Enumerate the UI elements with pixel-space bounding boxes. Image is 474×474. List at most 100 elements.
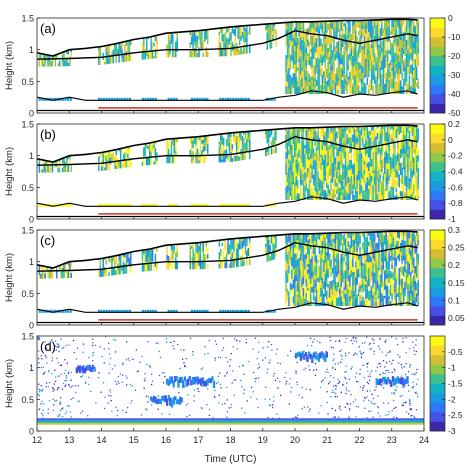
echo-cell <box>386 41 389 50</box>
echo-cell <box>347 232 350 238</box>
echo-cell <box>202 242 205 249</box>
echo-cell <box>304 51 306 57</box>
echo-cell <box>314 52 316 61</box>
echo-cell <box>395 194 398 200</box>
echo-cell <box>288 190 290 200</box>
echo-cell <box>315 237 318 246</box>
echo-cell <box>414 135 416 141</box>
echo-cell <box>376 295 379 299</box>
echo-cell <box>312 34 315 38</box>
echo-cell <box>394 19 396 25</box>
speckle <box>274 379 277 382</box>
echo-cell <box>413 257 415 266</box>
echo-cell <box>236 132 238 136</box>
echo-cell <box>372 33 374 42</box>
echo-cell <box>341 27 344 35</box>
echo-cell <box>320 157 322 163</box>
echo-cell <box>305 76 308 82</box>
echo-cell <box>407 49 409 59</box>
speckle <box>309 389 312 391</box>
echo-cell <box>333 160 335 167</box>
speckle <box>146 409 148 411</box>
echo-cell <box>407 19 409 29</box>
echo-cell <box>294 283 296 290</box>
echo-cell <box>415 45 418 50</box>
echo-cell <box>225 253 228 262</box>
echo-cell <box>389 29 392 35</box>
echo-cell <box>365 146 367 156</box>
echo-cell <box>349 71 351 82</box>
echo-cell <box>324 237 326 243</box>
colorbar-segment <box>430 133 445 144</box>
echo-cell <box>273 131 276 138</box>
echo-cell <box>350 56 353 65</box>
echo-cell <box>112 49 115 59</box>
echo-cell <box>347 170 350 177</box>
colorbar-segment <box>430 152 445 163</box>
low-layer-cell <box>61 203 64 207</box>
echo-cell <box>191 36 193 45</box>
echo-cell <box>302 140 305 144</box>
echo-cell <box>333 269 335 280</box>
low-layer-cell <box>144 97 147 101</box>
speckle <box>348 416 350 418</box>
speckle <box>409 366 411 368</box>
echo-cell <box>378 147 380 154</box>
echo-cell <box>360 255 363 262</box>
colorbar-segment <box>430 84 445 95</box>
speckle <box>333 391 335 394</box>
speckle <box>410 409 412 411</box>
echo-cell <box>388 150 390 161</box>
echo-cell <box>360 185 363 193</box>
echo-cell <box>369 144 371 152</box>
echo-cell <box>411 291 414 296</box>
echo-cell <box>373 291 376 299</box>
speckle <box>45 356 48 359</box>
low-layer-cell <box>105 97 108 101</box>
echo-cell <box>291 41 293 46</box>
echo-cell <box>375 282 377 286</box>
echo-cell <box>269 256 271 261</box>
echo-cell <box>311 76 313 80</box>
low-layer-cell <box>170 97 173 101</box>
speckle <box>383 402 385 404</box>
low-layer-cell <box>167 203 170 207</box>
echo-cell <box>369 20 371 29</box>
echo-cell <box>141 259 144 263</box>
echo-cell <box>324 291 326 297</box>
echo-cell <box>173 147 176 154</box>
speckle <box>322 379 324 381</box>
echo-cell <box>365 58 367 69</box>
echo-cell <box>369 175 371 184</box>
echo-cell <box>286 69 289 74</box>
echo-cell <box>373 71 376 76</box>
speckle <box>267 368 269 370</box>
echo-cell <box>415 159 418 169</box>
echo-cell <box>415 251 418 260</box>
echo-cell <box>333 137 335 145</box>
echo-cell <box>265 24 267 31</box>
colorbar-tick-label: -50 <box>448 108 461 118</box>
echo-cell <box>346 50 348 59</box>
y-tick-label: 0 <box>29 321 34 331</box>
echo-cell <box>410 168 412 179</box>
echo-cell <box>317 277 319 282</box>
echo-cell <box>230 264 232 268</box>
echo-cell <box>299 79 302 85</box>
echo-cell <box>357 22 360 28</box>
echo-cell <box>308 242 310 247</box>
echo-cell <box>395 19 398 23</box>
echo-cell <box>391 133 393 139</box>
echo-cell <box>356 54 358 62</box>
speckle <box>379 374 381 376</box>
echo-cell <box>408 290 411 298</box>
speckle <box>94 344 97 346</box>
echo-cell <box>318 34 321 38</box>
echo-cell <box>407 45 409 50</box>
echo-cell <box>298 169 300 176</box>
echo-cell <box>321 173 324 177</box>
echo-cell <box>45 168 48 173</box>
y-tick-label: 1 <box>29 151 34 161</box>
speckle <box>201 408 203 410</box>
echo-cell <box>381 302 383 306</box>
